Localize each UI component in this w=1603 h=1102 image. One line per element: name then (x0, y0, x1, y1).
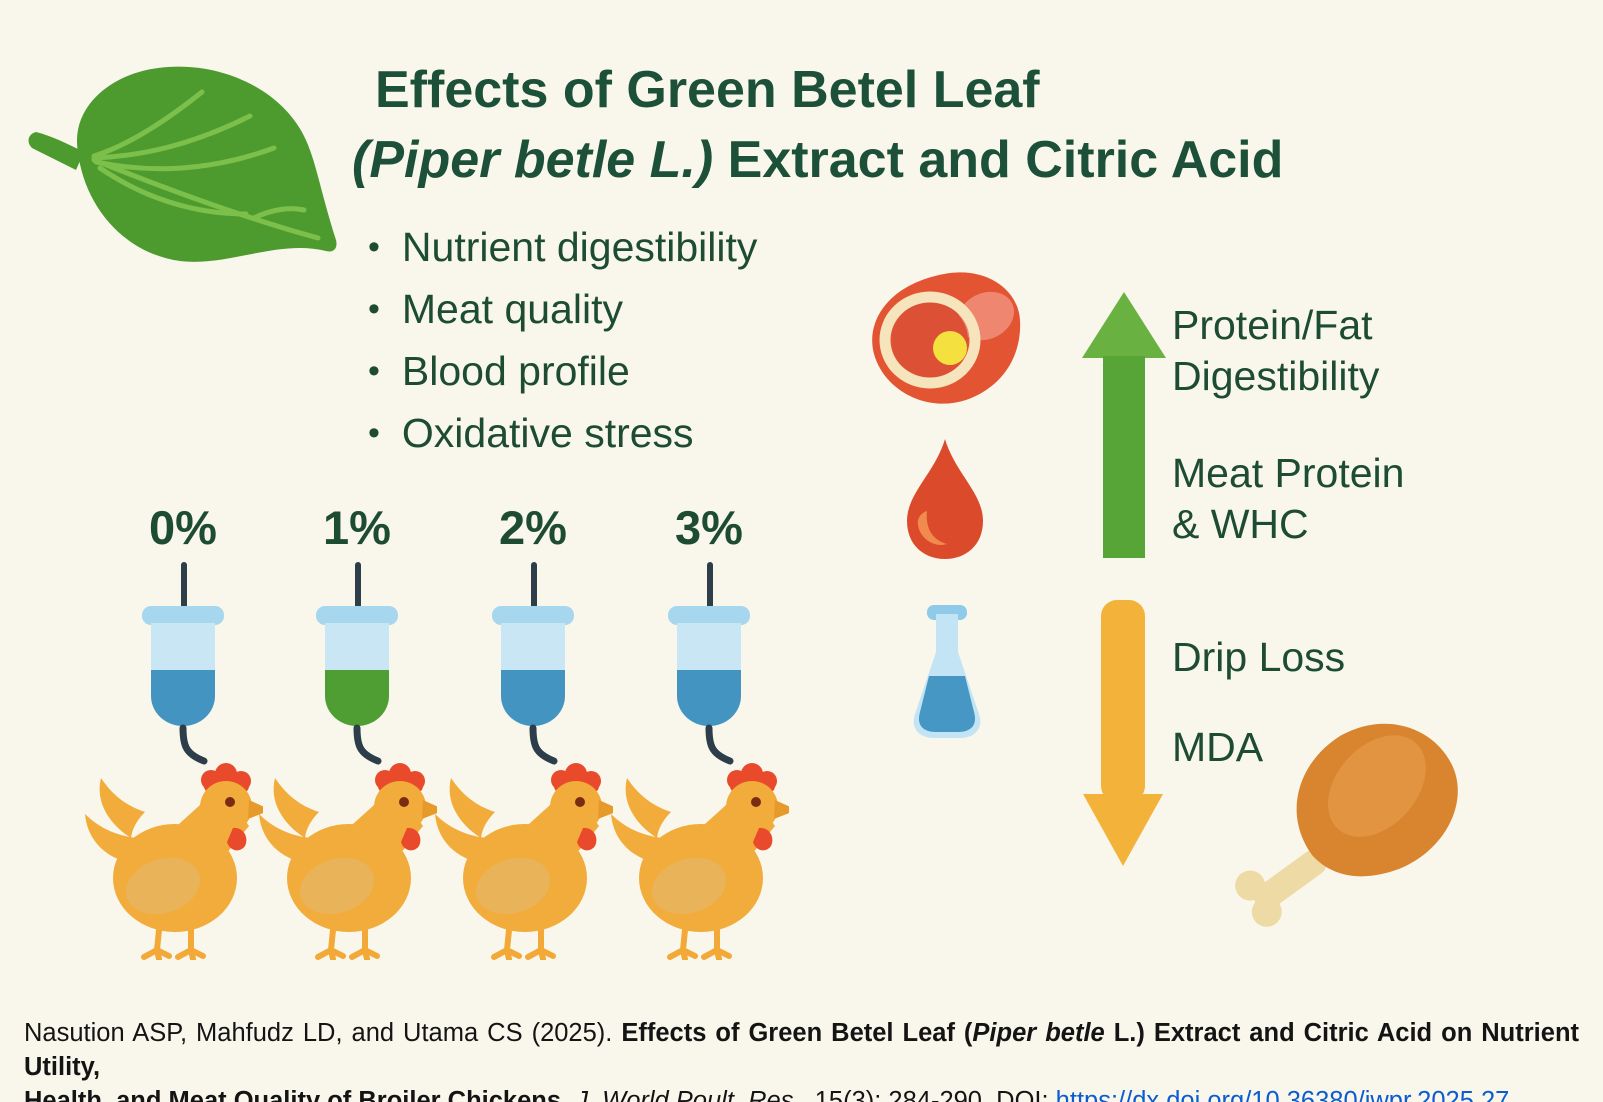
citation-title-part2: L.) Extract and Citric Acid on Nutrient … (24, 1019, 1580, 1081)
citation-issue-pages: 15(3): 284-290. DOI: (807, 1087, 1056, 1102)
citation-title-part3: Health, and Meat Quality of Broiler Chic… (24, 1087, 569, 1102)
drumstick-icon (1235, 723, 1458, 927)
citation-line2: Health, and Meat Quality of Broiler Chic… (24, 1084, 1579, 1102)
betel-leaf-icon (28, 66, 337, 262)
decrease-label-mda: MDA (1172, 722, 1263, 773)
bullet-blood-profile: Blood profile (401, 348, 630, 394)
blood-drop-icon (907, 439, 983, 559)
dose-2-label: 2% (499, 501, 567, 554)
treatment-dose-label: 3% (639, 500, 779, 555)
treatment-dose-label: 2% (463, 500, 603, 555)
title-text-line1: Effects of Green Betel Leaf (375, 61, 1040, 119)
protein-fat-digestibility-text: Protein/Fat Digestibility (1172, 302, 1380, 399)
doi-link[interactable]: https://dx.doi.org/10.36380/jwpr.2025.27 (1055, 1087, 1510, 1102)
chicken-icon (85, 763, 263, 960)
drinker-liquid (151, 670, 215, 726)
decrease-label-drip-loss: Drip Loss (1172, 632, 1345, 683)
list-item: Meat quality (368, 280, 757, 342)
meat-cut-icon (872, 272, 1021, 404)
list-item: Oxidative stress (368, 404, 757, 466)
increase-label-digestibility: Protein/Fat Digestibility (1172, 300, 1379, 402)
study-parameters-list: Nutrient digestibility Meat quality Bloo… (368, 218, 758, 466)
citation-species: Piper betle (972, 1019, 1105, 1047)
down-arrow-shaft (1101, 600, 1145, 802)
dose-1-label: 1% (323, 501, 391, 554)
up-arrow-head (1082, 292, 1166, 358)
drinker-icon (142, 562, 224, 765)
chicken-icon (611, 763, 789, 960)
list-item: Nutrient digestibility (368, 218, 758, 280)
citation-line1: Nasution ASP, Mahfudz LD, and Utama CS (… (24, 1016, 1579, 1084)
mda-text: MDA (1172, 724, 1264, 770)
increase-label-meat-protein: Meat Protein & WHC (1172, 448, 1404, 550)
drinker-icon (316, 562, 398, 765)
bullet-oxidative-stress: Oxidative stress (401, 410, 694, 456)
page-title-line1: Effects of Green Betel Leaf (375, 60, 1040, 120)
drinker-icon (668, 562, 750, 765)
meat-protein-whc-text: Meat Protein & WHC (1172, 450, 1405, 547)
treatment-dose-label: 0% (113, 500, 253, 555)
up-arrow-shaft (1103, 356, 1145, 558)
drinker-liquid (501, 670, 565, 726)
page-title-line2: (Piper betle L.) Extract and Citric Acid (352, 130, 1283, 190)
chicken-icon (435, 763, 613, 960)
dose-3-label: 3% (675, 501, 743, 554)
dose-0-label: 0% (149, 501, 217, 554)
citation: Nasution ASP, Mahfudz LD, and Utama CS (… (24, 1016, 1579, 1102)
citation-journal: J. World Poult. Res., (568, 1087, 808, 1102)
drinker-icon (492, 562, 574, 765)
drip-loss-text: Drip Loss (1172, 634, 1346, 680)
citation-title-part1: Effects of Green Betel Leaf ( (621, 1019, 973, 1047)
flask-icon (913, 605, 981, 738)
title-species-name: (Piper betle L.) (352, 131, 714, 189)
down-arrow-head (1083, 794, 1163, 866)
down-arrow-icon (1083, 600, 1163, 866)
citation-authors: Nasution ASP, Mahfudz LD, and Utama CS (… (24, 1019, 622, 1047)
list-item: Blood profile (368, 342, 757, 404)
bullet-nutrient-digestibility: Nutrient digestibility (401, 224, 758, 270)
drinker-liquid (325, 670, 389, 726)
bullet-meat-quality: Meat quality (401, 286, 623, 332)
drinker-liquid (677, 670, 741, 726)
treatment-dose-label: 1% (287, 500, 427, 555)
chicken-icon (259, 763, 437, 960)
up-arrow-icon (1082, 292, 1166, 558)
title-text-line2: Extract and Citric Acid (713, 131, 1284, 189)
